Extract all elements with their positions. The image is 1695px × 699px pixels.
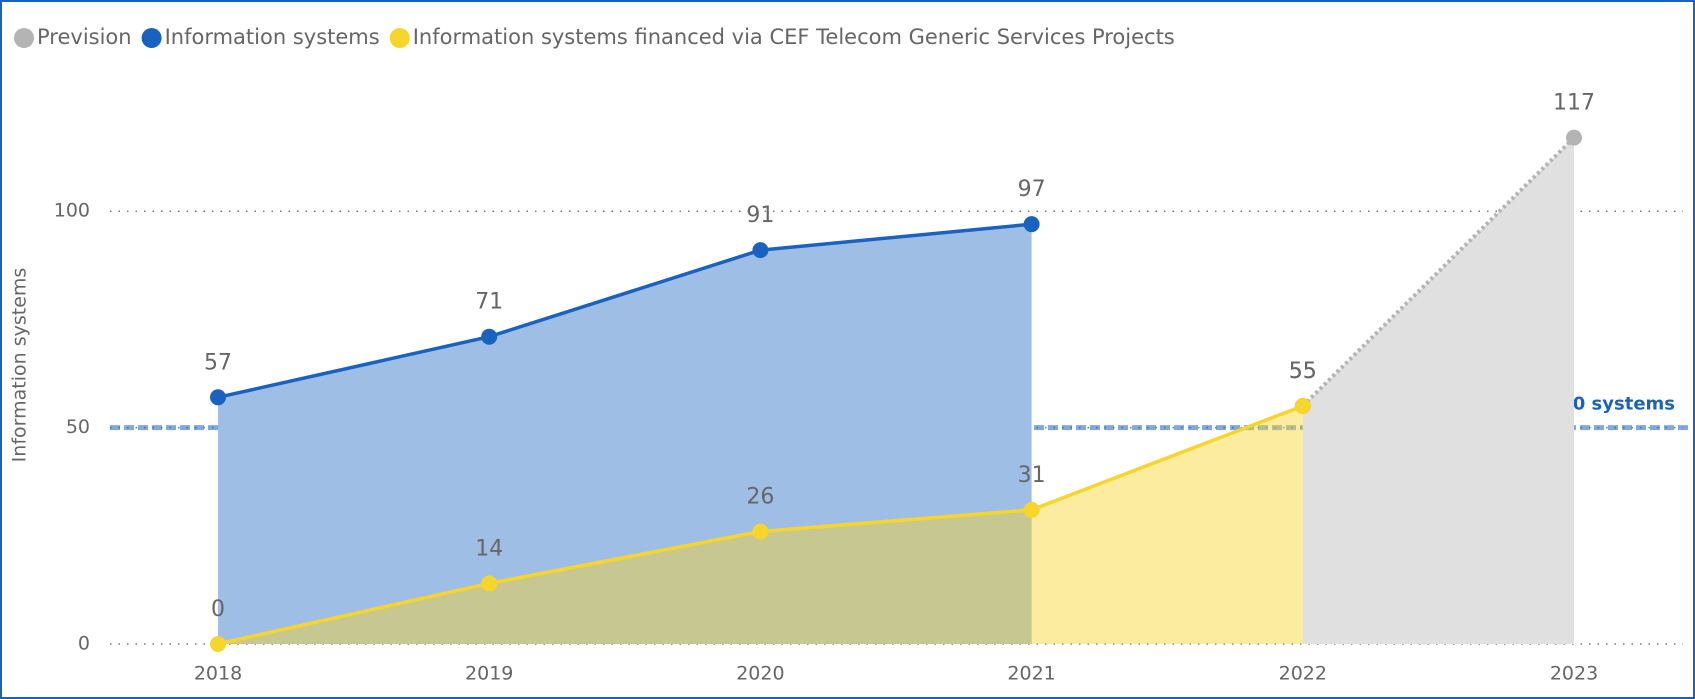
point xyxy=(1294,397,1311,414)
x-tick-label: 2021 xyxy=(1007,663,1055,685)
area xyxy=(218,224,1032,644)
point xyxy=(481,328,498,345)
data-label: 55 xyxy=(1289,359,1317,384)
x-tick-label: 2022 xyxy=(1279,663,1327,685)
y-tick-label: 50 xyxy=(66,416,90,438)
point xyxy=(481,575,498,592)
data-label: 97 xyxy=(1018,177,1046,202)
x-tick-label: 2023 xyxy=(1550,663,1598,685)
data-label: 71 xyxy=(475,290,503,315)
point xyxy=(752,523,769,540)
legend-marker xyxy=(14,28,34,48)
legend-marker xyxy=(141,28,162,48)
legend-label: Prevision xyxy=(37,25,132,49)
x-tick-label: 2018 xyxy=(194,663,242,685)
y-tick-label: 0 xyxy=(78,633,90,655)
data-label: 91 xyxy=(746,203,774,228)
point xyxy=(210,389,226,406)
data-label: 55 xyxy=(1289,359,1317,384)
x-tick-label: 2019 xyxy=(465,663,513,685)
data-label: 0 xyxy=(211,597,225,622)
y-axis-title: Information systems xyxy=(9,268,31,463)
data-label: 117 xyxy=(1553,91,1595,116)
legend-marker xyxy=(389,28,410,48)
point xyxy=(1023,216,1040,233)
x-tick-label: 2020 xyxy=(736,663,784,685)
point xyxy=(210,636,226,652)
legend-label: Information systems xyxy=(165,25,380,49)
data-label: 26 xyxy=(746,484,774,509)
area xyxy=(1302,137,1574,644)
data-label: 14 xyxy=(475,536,503,561)
data-label: 31 xyxy=(1018,463,1046,488)
point xyxy=(752,242,769,259)
data-label: 57 xyxy=(204,350,232,375)
line xyxy=(217,222,1032,400)
point xyxy=(1566,129,1582,146)
legend-label: Information systems financed via CEF Tel… xyxy=(413,25,1175,49)
y-tick-label: 100 xyxy=(54,200,90,222)
point xyxy=(1023,501,1040,518)
